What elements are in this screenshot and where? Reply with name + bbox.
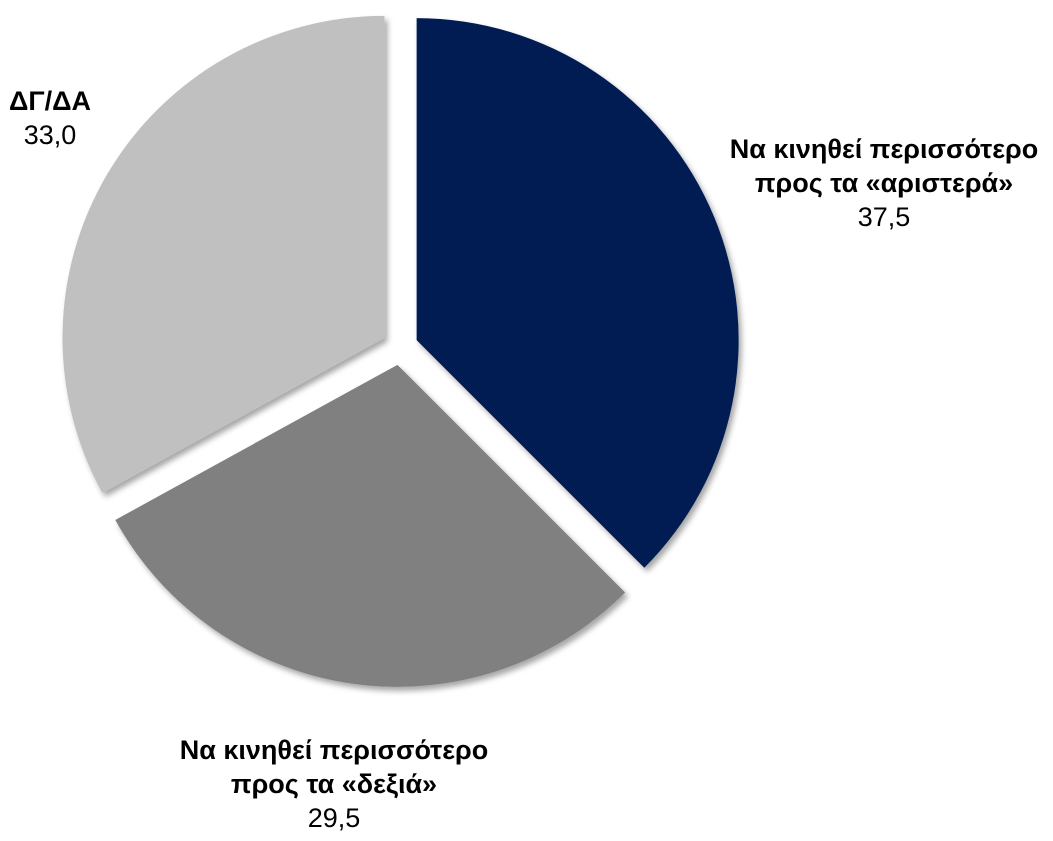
slice-label-2: Να κινηθεί περισσότερο προς τα «δεξιά» 29,… — [180, 735, 489, 833]
pie-slice-3 — [62, 15, 385, 493]
slice-value: 33,0 — [24, 120, 77, 150]
pie-labels: Να κινηθεί περισσότερο προς τα «αριστερά»… — [9, 86, 1038, 833]
slice-label-1: Να κινηθεί περισσότερο προς τα «αριστερά»… — [730, 134, 1039, 232]
slice-name-line: Να κινηθεί περισσότερο — [180, 735, 489, 765]
slice-label-3: ΔΓ/ΔΑ 33,0 — [9, 86, 91, 150]
slice-value: 37,5 — [858, 202, 911, 232]
slice-name-line: προς τα «δεξιά» — [231, 769, 437, 799]
slice-name-line: ΔΓ/ΔΑ — [9, 86, 91, 116]
slice-name-line: προς τα «αριστερά» — [755, 168, 1013, 198]
pie-slice-2 — [115, 364, 626, 687]
slice-value: 29,5 — [308, 803, 361, 833]
pie-slice-1 — [416, 18, 739, 568]
slice-name-line: Να κινηθεί περισσότερο — [730, 134, 1039, 164]
pie-slices — [62, 15, 739, 687]
